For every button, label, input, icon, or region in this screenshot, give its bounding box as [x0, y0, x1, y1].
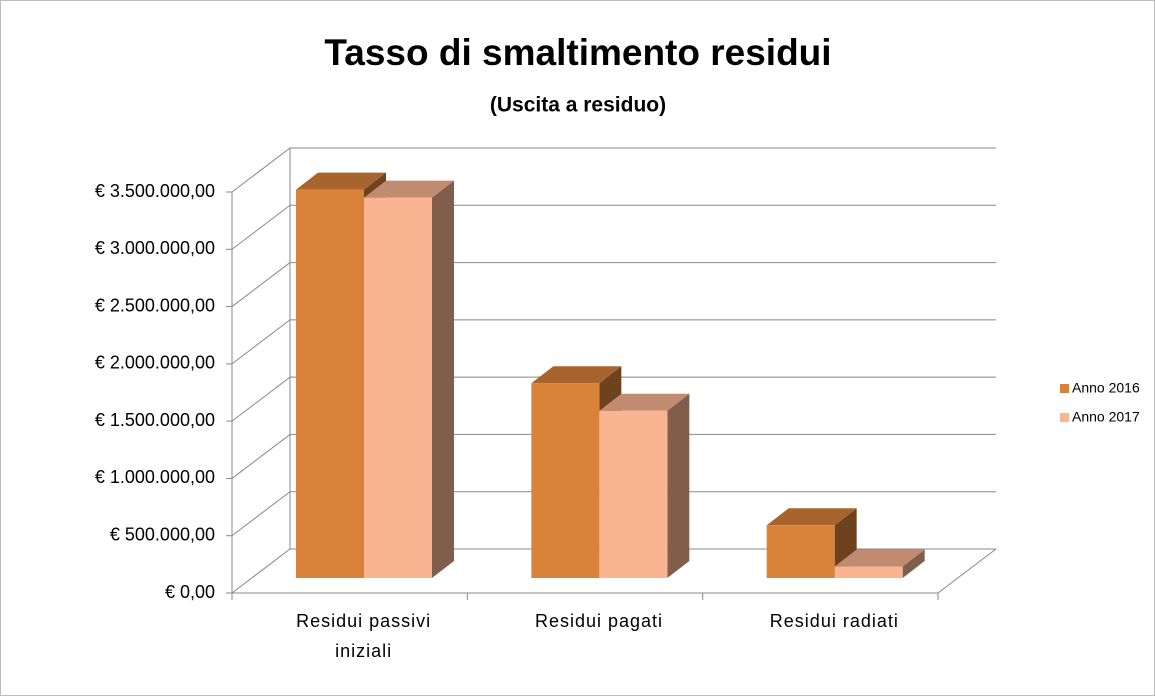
y-tick-label: € 3.000.000,00: [95, 238, 215, 258]
bar-top: [531, 366, 622, 384]
bar-top: [364, 180, 454, 198]
legend-label: Anno 2017: [1072, 409, 1140, 425]
grid-line: [231, 147, 291, 193]
grid-line: [231, 434, 291, 479]
bar: [834, 549, 925, 578]
bar-top: [599, 393, 690, 411]
y-tick-label: € 3.500.000,00: [95, 181, 215, 201]
bar: [364, 180, 454, 578]
chart-subtitle: (Uscita a residuo): [490, 94, 666, 117]
bar-side: [432, 180, 454, 578]
grid-line: [231, 376, 291, 422]
bar: [599, 393, 690, 578]
bar-side: [902, 549, 925, 578]
bar-front: [296, 189, 364, 579]
legend-swatch: [1060, 413, 1069, 422]
floor-edge: [937, 548, 997, 594]
grid-line: [231, 491, 291, 537]
x-tick-label: Residui radiati: [769, 611, 899, 631]
bar-top: [766, 508, 857, 526]
grid-line: [231, 319, 291, 365]
legend-label: Anno 2016: [1072, 380, 1140, 396]
x-tick-label: Residui pagati: [534, 611, 664, 631]
bar-front: [766, 525, 835, 578]
y-tick-label: € 1.500.000,00: [95, 410, 215, 430]
chart-title: Tasso di smaltimento residui: [324, 32, 831, 73]
x-tick-label: Residui passivi iniziali: [296, 611, 432, 661]
y-tick-label: € 2.000.000,00: [95, 353, 215, 373]
y-tick-label: € 2.500.000,00: [95, 295, 215, 315]
legend-swatch: [1060, 384, 1069, 393]
bar-front: [364, 197, 432, 578]
y-tick-label: € 1.000.000,00: [95, 467, 215, 487]
y-tick-label: € 500.000,00: [110, 524, 215, 544]
bar-top: [834, 549, 925, 567]
grid-line: [231, 204, 291, 250]
y-tick-label: € 0,00: [165, 582, 215, 602]
bar-top: [296, 172, 386, 190]
bar-side: [667, 393, 690, 578]
bar-front: [599, 410, 668, 578]
grid-line: [231, 548, 291, 594]
bar-front: [834, 566, 903, 578]
grid-line: [231, 262, 291, 307]
bar-front: [531, 383, 600, 578]
